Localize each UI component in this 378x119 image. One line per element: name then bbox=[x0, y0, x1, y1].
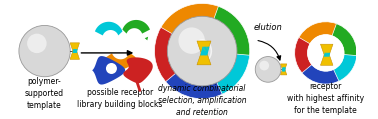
Polygon shape bbox=[321, 55, 333, 65]
Polygon shape bbox=[70, 43, 79, 51]
Polygon shape bbox=[280, 69, 287, 75]
Circle shape bbox=[27, 34, 46, 53]
Polygon shape bbox=[92, 56, 125, 85]
Polygon shape bbox=[197, 41, 211, 53]
Wedge shape bbox=[330, 23, 357, 58]
Text: polymer-
supported
template: polymer- supported template bbox=[25, 77, 64, 109]
Polygon shape bbox=[123, 57, 153, 83]
Polygon shape bbox=[104, 52, 136, 69]
Wedge shape bbox=[295, 37, 313, 75]
Wedge shape bbox=[211, 5, 250, 59]
Polygon shape bbox=[321, 44, 333, 55]
Wedge shape bbox=[302, 65, 341, 84]
Wedge shape bbox=[297, 22, 336, 45]
Circle shape bbox=[255, 57, 281, 82]
Circle shape bbox=[106, 63, 117, 74]
Wedge shape bbox=[333, 55, 357, 81]
Wedge shape bbox=[159, 3, 218, 37]
Wedge shape bbox=[166, 72, 226, 99]
Circle shape bbox=[19, 25, 70, 77]
Polygon shape bbox=[280, 64, 287, 69]
Polygon shape bbox=[70, 51, 79, 59]
Polygon shape bbox=[95, 22, 122, 35]
Circle shape bbox=[178, 27, 205, 54]
Wedge shape bbox=[216, 54, 249, 94]
Polygon shape bbox=[197, 53, 211, 65]
Text: dynamic combinatorial
selection, amplification
and retention: dynamic combinatorial selection, amplifi… bbox=[158, 84, 246, 117]
Text: possible receptor
library building blocks: possible receptor library building block… bbox=[77, 88, 163, 109]
Wedge shape bbox=[155, 27, 179, 85]
Polygon shape bbox=[122, 20, 150, 34]
Circle shape bbox=[307, 35, 344, 71]
Text: elution: elution bbox=[254, 23, 282, 32]
Circle shape bbox=[259, 61, 269, 70]
Text: receptor
with highest affinity
for the template: receptor with highest affinity for the t… bbox=[287, 82, 364, 115]
Circle shape bbox=[167, 16, 237, 86]
